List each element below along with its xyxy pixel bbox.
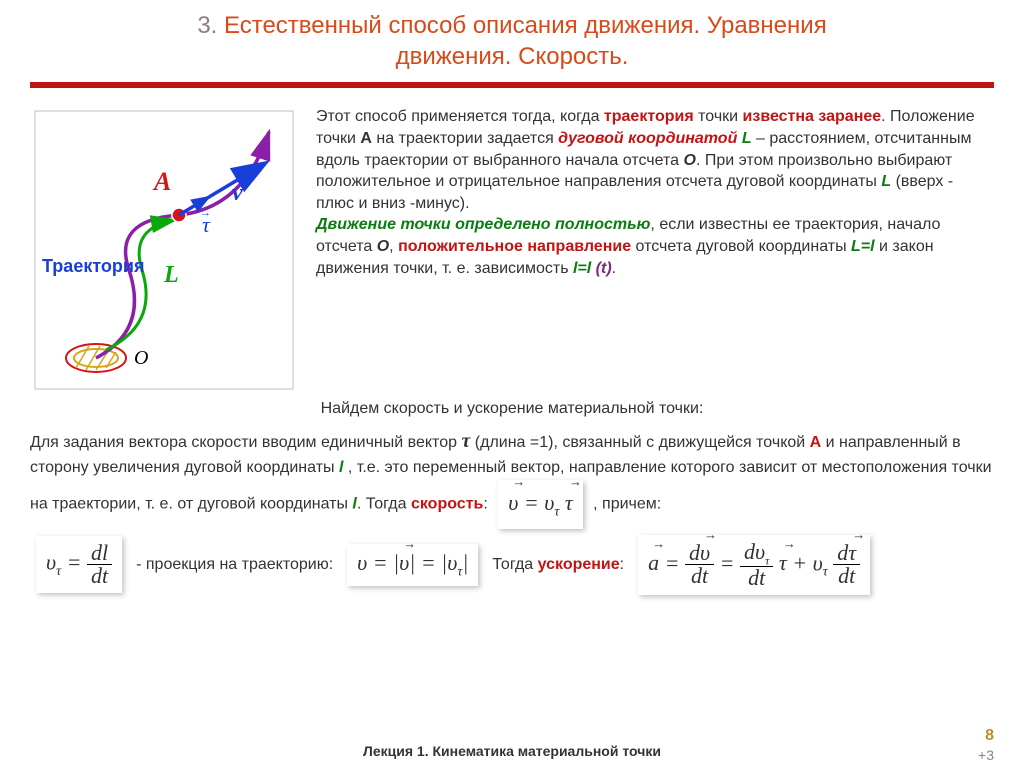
- eq-acceleration: a = dυdt = dυτdt τ + υτ dτdt: [638, 535, 870, 595]
- label-O: O: [134, 347, 148, 369]
- equations-row: υτ = dldt - проекция на траекторию: υ = …: [30, 535, 994, 595]
- section-number: 3.: [197, 12, 217, 39]
- body-paragraph: Для задания вектора скорости вводим един…: [30, 426, 994, 528]
- svg-text:→: →: [200, 207, 211, 219]
- footer-lecture-label: Лекция 1. Кинематика материальной точки: [0, 743, 1024, 759]
- paragraph-2: Движение точки определено полностью, есл…: [316, 216, 940, 276]
- label-trajectory: Траектория: [42, 256, 144, 276]
- label-L: L: [163, 262, 179, 288]
- slide-title: 3. Естественный способ описания движения…: [30, 10, 994, 72]
- title-line-1: Естественный способ описания движения. У…: [224, 12, 827, 39]
- eq-speed-vector: υ = υτ τ: [498, 480, 582, 528]
- eq-projection: υτ = dldt: [36, 536, 122, 593]
- sub-heading: Найдем скорость и ускорение материальной…: [30, 400, 994, 418]
- paragraph-1: Этот способ применяется тогда, когда тра…: [316, 106, 994, 386]
- page-number: 8: [985, 727, 994, 745]
- plus-counter: +3: [978, 747, 994, 763]
- trajectory-diagram: Траектория A v → τ → L O: [30, 106, 298, 386]
- horizontal-rule: [30, 82, 994, 88]
- label-A: A: [152, 167, 171, 196]
- title-line-2: движения. Скорость.: [396, 43, 629, 70]
- svg-text:→: →: [230, 172, 242, 186]
- eq-abs: υ = |υ| = |υτ|: [347, 544, 478, 586]
